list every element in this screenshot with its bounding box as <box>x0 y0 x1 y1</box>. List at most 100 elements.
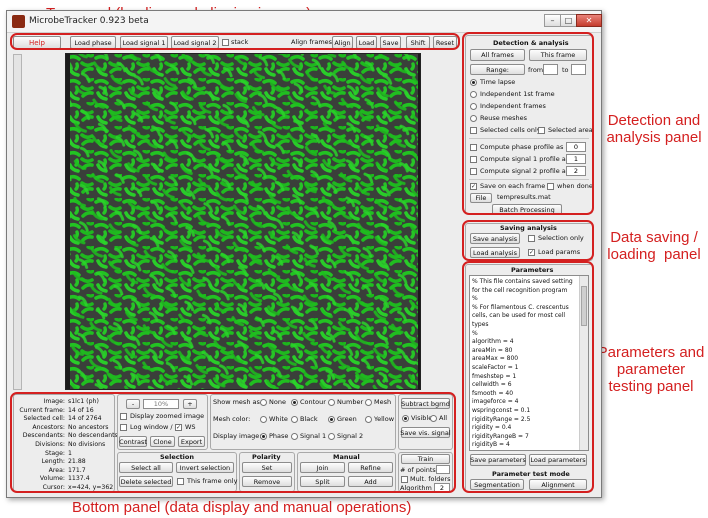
num-points-input[interactable] <box>436 465 450 474</box>
select-all-button[interactable]: Select all <box>119 462 173 473</box>
save-each-frame-label: Save on each frame / <box>480 182 550 190</box>
subtract-bgrnd-button[interactable]: Subtract bgrnd <box>401 398 450 409</box>
clone-button[interactable]: Clone <box>150 436 175 447</box>
mesh-contour-label: Contour <box>300 398 326 406</box>
close-icon[interactable]: ✕ <box>576 14 602 27</box>
image-signal1-radio[interactable] <box>291 433 298 440</box>
params-title: Parameters <box>511 266 554 274</box>
info-label: Ancestors: <box>32 423 65 431</box>
compute-signal2-label: Compute signal 2 profile as <box>480 167 570 175</box>
selected-area-checkbox[interactable] <box>538 127 545 134</box>
range-to-input[interactable] <box>571 64 586 75</box>
color-black-radio[interactable] <box>291 416 298 423</box>
all-radio[interactable] <box>430 415 437 422</box>
params-scrollbar[interactable] <box>579 276 588 450</box>
load-analysis-button[interactable]: Load analysis <box>470 247 520 258</box>
param-line: algorithm = 4 <box>472 338 514 346</box>
info-label: Divisions: <box>35 441 65 448</box>
color-white-radio[interactable] <box>260 416 267 423</box>
indep-first-radio[interactable] <box>470 91 477 98</box>
display-zoomed-checkbox[interactable] <box>120 413 127 420</box>
annotation-detection-panel: Detection and analysis panel <box>606 112 702 146</box>
compute-phase-label: Compute phase profile as <box>480 143 564 151</box>
mesh-none-radio[interactable] <box>260 399 267 406</box>
window-title: MicrobeTracker 0.923 beta <box>29 16 149 26</box>
color-yellow-label: Yellow <box>374 415 395 423</box>
compute-signal2-checkbox[interactable] <box>470 168 477 175</box>
vertical-scrollbar[interactable] <box>13 54 22 390</box>
save-vis-signal-button[interactable]: Save vis. signal <box>400 427 451 438</box>
export-button[interactable]: Export <box>178 436 205 447</box>
when-done-checkbox[interactable] <box>547 183 554 190</box>
zoom-level[interactable]: 10% <box>143 399 179 409</box>
polarity-remove-button[interactable]: Remove <box>242 476 292 487</box>
selection-only-checkbox[interactable] <box>528 235 535 242</box>
polarity-set-button[interactable]: Set <box>242 462 292 473</box>
image-phase-radio[interactable] <box>260 433 267 440</box>
compute-phase-checkbox[interactable] <box>470 144 477 151</box>
color-green-radio[interactable] <box>328 416 335 423</box>
params-textbox[interactable]: % This file contains saved setting for th… <box>469 275 589 451</box>
visible-radio[interactable] <box>402 415 409 422</box>
compute-signal1-checkbox[interactable] <box>470 156 477 163</box>
time-lapse-label: Time lapse <box>480 78 516 86</box>
param-line: % For filamentous C. crescentus <box>472 303 569 311</box>
saving-title: Saving analysis <box>500 224 557 232</box>
reuse-meshes-radio[interactable] <box>470 115 477 122</box>
info-value: No divisions <box>68 441 106 448</box>
save-each-frame-checkbox[interactable]: ✓ <box>470 183 477 190</box>
reuse-meshes-label: Reuse meshes <box>480 114 528 122</box>
save-parameters-button[interactable]: Save parameters <box>470 454 526 466</box>
image-view[interactable] <box>65 53 421 390</box>
info-label: Current frame: <box>19 406 65 414</box>
segmentation-button[interactable]: Segmentation <box>470 479 524 490</box>
zoom-out-button[interactable]: - <box>126 399 140 409</box>
this-frame-button[interactable]: This frame <box>529 49 587 61</box>
color-yellow-radio[interactable] <box>365 416 372 423</box>
image-signal2-radio[interactable] <box>328 433 335 440</box>
add-button[interactable]: Add <box>348 476 393 487</box>
log-window-checkbox[interactable] <box>120 424 127 431</box>
info-label: Image: <box>43 398 65 405</box>
this-frame-only-checkbox[interactable] <box>177 478 184 485</box>
alignment-button[interactable]: Alignment <box>529 479 587 490</box>
refine-button[interactable]: Refine <box>348 462 393 473</box>
ws-checkbox[interactable]: ✓ <box>175 424 182 431</box>
compute-signal2-input[interactable]: 2 <box>566 166 586 176</box>
mesh-contour-radio[interactable] <box>291 399 298 406</box>
param-line: rigidity = 0.4 <box>472 424 512 432</box>
compute-phase-input[interactable]: 0 <box>566 142 586 152</box>
save-analysis-button[interactable]: Save analysis <box>470 233 520 244</box>
file-button[interactable]: File <box>470 193 492 203</box>
split-button[interactable]: Split <box>300 476 345 487</box>
info-label: Length: <box>41 458 65 466</box>
all-label: All <box>439 414 448 422</box>
minimize-icon[interactable]: – <box>544 14 561 27</box>
compute-signal1-input[interactable]: 1 <box>566 154 586 164</box>
stack-checkbox[interactable] <box>222 39 229 46</box>
join-button[interactable]: Join <box>300 462 345 473</box>
contrast-button[interactable]: Contrast <box>119 436 147 447</box>
mult-folders-checkbox[interactable] <box>401 476 408 483</box>
load-parameters-button[interactable]: Load parameters <box>529 454 587 466</box>
delete-selected-button[interactable]: Delete selected <box>119 476 173 487</box>
param-line: % <box>472 329 478 337</box>
zoom-in-button[interactable]: + <box>183 399 197 409</box>
param-line: areaMax = 800 <box>472 355 519 363</box>
params-panel-highlight <box>462 261 594 493</box>
train-button[interactable]: Train <box>401 454 450 464</box>
maximize-icon[interactable]: □ <box>560 14 577 27</box>
all-frames-button[interactable]: All frames <box>470 49 525 61</box>
selected-cells-checkbox[interactable] <box>470 127 477 134</box>
load-params-checkbox[interactable]: ✓ <box>528 249 535 256</box>
mesh-mesh-radio[interactable] <box>365 399 372 406</box>
indep-frames-radio[interactable] <box>470 103 477 110</box>
time-lapse-radio[interactable] <box>470 79 477 86</box>
range-button[interactable]: Range: <box>470 64 525 75</box>
range-from-input[interactable] <box>543 64 558 75</box>
ws-label: WS <box>185 423 196 431</box>
align-load-button[interactable]: Load <box>356 36 377 49</box>
polarity-title: Polarity <box>252 453 281 461</box>
mesh-number-radio[interactable] <box>328 399 335 406</box>
invert-selection-button[interactable]: Invert selection <box>176 462 234 473</box>
